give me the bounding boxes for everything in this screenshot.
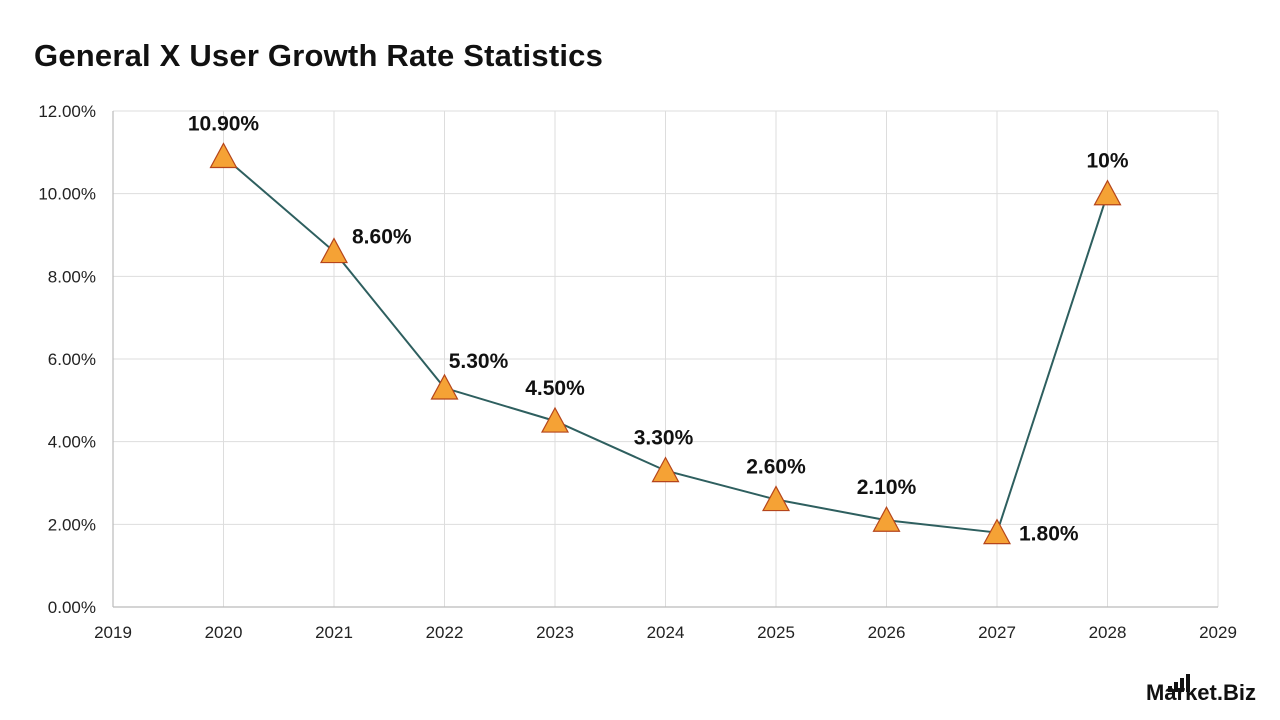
y-tick-label: 12.00% xyxy=(38,102,96,121)
x-tick-label: 2028 xyxy=(1089,623,1127,642)
brand-logo: Market.Biz xyxy=(1124,674,1256,706)
data-label: 10% xyxy=(1086,150,1128,173)
y-tick-label: 10.00% xyxy=(38,185,96,204)
x-tick-label: 2029 xyxy=(1199,623,1237,642)
data-label: 3.30% xyxy=(634,427,694,450)
y-tick-label: 4.00% xyxy=(48,433,96,452)
x-tick-label: 2022 xyxy=(426,623,464,642)
data-marker xyxy=(1093,179,1122,206)
y-tick-label: 6.00% xyxy=(48,350,96,369)
data-label: 1.80% xyxy=(1019,523,1079,546)
data-marker xyxy=(540,406,570,433)
data-label: 8.60% xyxy=(352,226,412,249)
data-marker xyxy=(982,518,1012,545)
data-marker xyxy=(761,485,791,512)
axes: 0.00% 2.00% 4.00% 6.00% 8.00% 10.00% 12.00% 201… xyxy=(38,102,1237,642)
y-tick-label: 8.00% xyxy=(48,267,96,286)
brand-name: Market.Biz xyxy=(1145,680,1256,705)
x-tick-label: 2019 xyxy=(94,623,132,642)
data-label: 2.60% xyxy=(746,456,806,479)
data-labels: 10.90% 8.60% 5.30% 4.50% 3.30% 2.60% 2.10% 1.80… xyxy=(188,112,1129,545)
data-marker xyxy=(872,505,901,532)
data-marker xyxy=(319,237,349,264)
markers xyxy=(209,142,1122,545)
x-tick-label: 2023 xyxy=(536,623,574,642)
data-marker xyxy=(430,373,459,400)
grid-lines xyxy=(113,110,1219,607)
y-tick-label: 0.00% xyxy=(48,598,96,617)
x-tick-label: 2021 xyxy=(315,623,353,642)
bars-icon xyxy=(1167,674,1190,692)
x-tick-label: 2025 xyxy=(757,623,795,642)
x-tick-label: 2026 xyxy=(868,623,906,642)
x-tick-label: 2027 xyxy=(978,623,1016,642)
data-marker xyxy=(209,142,238,169)
data-marker xyxy=(651,456,680,483)
data-label: 5.30% xyxy=(449,350,509,373)
chart-title: General X User Growth Rate Statistics xyxy=(34,38,604,73)
data-label: 10.90% xyxy=(188,112,260,135)
y-tick-label: 2.00% xyxy=(48,515,96,534)
data-label: 4.50% xyxy=(525,377,585,400)
data-label: 2.10% xyxy=(857,476,917,499)
x-tick-label: 2020 xyxy=(205,623,243,642)
x-tick-label: 2024 xyxy=(647,623,685,642)
